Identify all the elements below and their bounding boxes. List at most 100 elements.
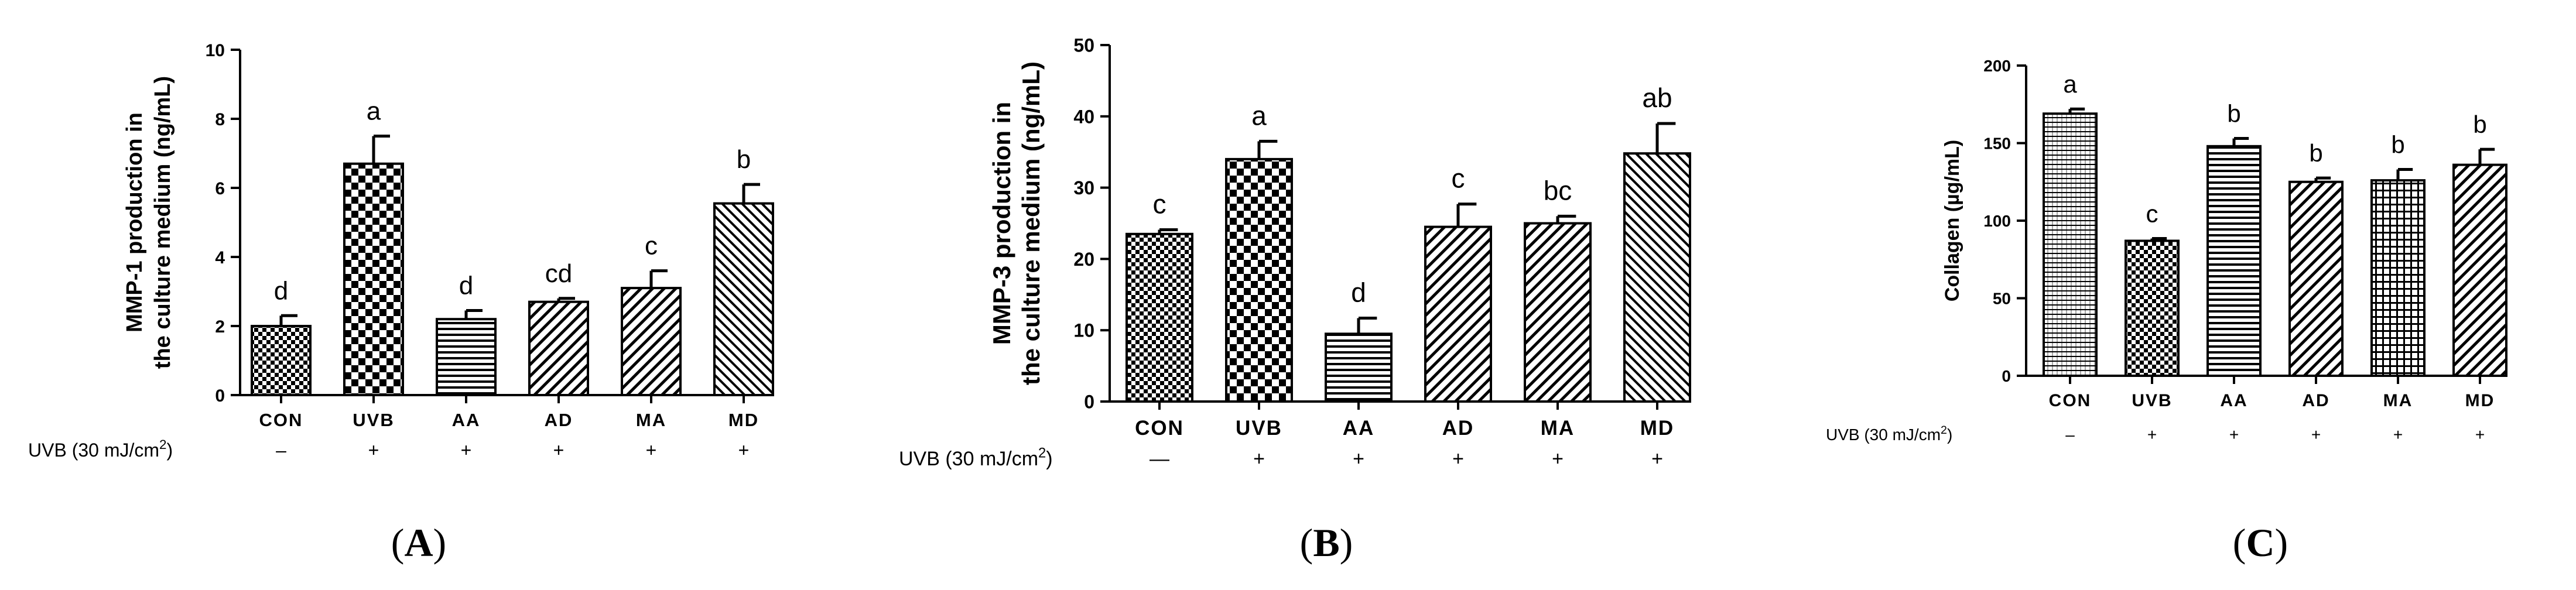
x-tick-label: AD: [2302, 391, 2329, 410]
uvb-sign: —: [1150, 448, 1169, 470]
significance-label: d: [1351, 277, 1366, 307]
x-tick-label: CON: [1135, 417, 1184, 440]
x-tick-label: AD: [545, 410, 573, 430]
significance-label: a: [1251, 100, 1267, 131]
y-tick-label: 10: [1073, 320, 1094, 341]
uvb-sign: +: [2147, 426, 2157, 444]
x-tick-label: MA: [636, 410, 666, 430]
uvb-sign: +: [2475, 426, 2485, 444]
significance-label: b: [2473, 111, 2486, 138]
x-tick-label: MD: [2465, 391, 2495, 410]
bar: [251, 325, 312, 396]
uvb-sign: –: [2065, 426, 2075, 444]
chart-panel-c: a CON – c UVB + b AA + b AD + b MA + b MD +0 50 100 150 200 Co…: [1826, 57, 2507, 565]
y-axis-label-line2: the culture medium (ng/mL): [1017, 61, 1045, 385]
panel-label: (B): [1300, 520, 1353, 565]
y-tick-label: 100: [1983, 212, 2011, 230]
significance-label: a: [2063, 70, 2077, 98]
y-axis-label-line1: MMP-1 production in: [122, 112, 147, 332]
uvb-sign: +: [2393, 426, 2403, 444]
bar: [621, 287, 682, 396]
panel-label: (A): [391, 520, 446, 565]
uvb-sign: +: [1452, 448, 1464, 470]
y-axis-label-line2: the culture medium (ng/mL): [150, 76, 175, 369]
x-tick-label: MD: [728, 410, 759, 430]
significance-label: b: [2391, 131, 2404, 159]
significance-label: c: [2146, 200, 2158, 227]
uvb-sign: +: [2311, 426, 2321, 444]
bar: [2288, 180, 2344, 377]
bar: [1125, 232, 1193, 403]
x-tick-label: CON: [2049, 391, 2092, 410]
bar: [343, 162, 404, 396]
significance-label: d: [459, 271, 473, 300]
y-tick-label: 6: [215, 179, 225, 198]
uvb-sign: +: [738, 440, 750, 461]
panel-label: (C): [2233, 520, 2288, 565]
bar: [2043, 112, 2098, 377]
uvb-sign: +: [461, 440, 472, 461]
x-tick-label: UVB: [2132, 391, 2172, 410]
bar: [2370, 179, 2426, 377]
uvb-condition-label: UVB (30 mJ/cm2): [899, 445, 1053, 470]
y-tick-label: 50: [1073, 35, 1094, 56]
uvb-sign: +: [553, 440, 565, 461]
x-tick-label: AD: [1442, 417, 1475, 440]
significance-label: c: [645, 232, 658, 260]
bar: [1623, 152, 1691, 403]
y-tick-label: 8: [215, 110, 225, 129]
bar: [2125, 239, 2180, 378]
significance-label: c: [1153, 188, 1166, 219]
chart-panel-a: d CON – a UVB + d AA + cd AD + c MA + b MD +0 2 4 6 8 10 MMP-1 …: [28, 41, 774, 565]
bar: [1225, 157, 1293, 403]
uvb-sign: +: [368, 440, 379, 461]
y-tick-label: 0: [2002, 367, 2011, 385]
y-tick-label: 30: [1073, 177, 1094, 198]
bar: [713, 202, 774, 396]
y-tick-label: 10: [206, 41, 225, 60]
y-tick-label: 200: [1983, 57, 2011, 75]
y-tick-label: 50: [1993, 290, 2011, 308]
x-tick-label: AA: [1343, 417, 1375, 440]
y-tick-label: 20: [1073, 249, 1094, 270]
significance-label: a: [367, 97, 381, 126]
x-tick-label: MA: [1541, 417, 1575, 440]
x-tick-label: MA: [2383, 391, 2413, 410]
y-tick-label: 2: [215, 317, 225, 337]
significance-label: b: [737, 145, 751, 174]
y-tick-label: 150: [1983, 135, 2011, 153]
significance-label: d: [274, 276, 288, 305]
uvb-condition-label: UVB (30 mJ/cm2): [28, 437, 173, 461]
x-tick-label: CON: [259, 410, 303, 430]
chart-panel-b: c CON — a UVB + d AA + c AD + bc MA + ab MD +0 10 20 30 40 50 M…: [899, 35, 1691, 565]
bar: [528, 300, 589, 397]
significance-label: cd: [545, 259, 572, 288]
y-tick-label: 0: [215, 386, 225, 406]
uvb-sign: +: [1552, 448, 1564, 470]
x-tick-label: UVB: [353, 410, 394, 430]
x-tick-label: UVB: [1236, 417, 1282, 440]
significance-label: ab: [1642, 83, 1672, 113]
bar: [436, 318, 497, 397]
uvb-sign: +: [1353, 448, 1364, 470]
bar: [2206, 145, 2262, 378]
uvb-condition-label: UVB (30 mJ/cm2): [1826, 424, 1952, 444]
y-tick-label: 40: [1073, 106, 1094, 127]
significance-label: bc: [1544, 175, 1572, 205]
bar: [1325, 332, 1393, 403]
uvb-sign: +: [1651, 448, 1663, 470]
x-tick-label: MD: [1640, 417, 1674, 440]
bar: [2452, 163, 2507, 377]
bar: [1424, 225, 1492, 403]
uvb-sign: –: [276, 440, 286, 461]
uvb-sign: +: [1253, 448, 1265, 470]
uvb-sign: +: [2229, 426, 2239, 444]
significance-label: b: [2309, 139, 2322, 167]
y-axis-label-line1: MMP-3 production in: [988, 102, 1015, 345]
x-tick-label: AA: [2220, 391, 2247, 410]
significance-label: c: [1452, 163, 1465, 194]
x-tick-label: AA: [452, 410, 481, 430]
y-tick-label: 4: [215, 248, 225, 267]
y-axis-label: Collagen (µg/mL): [1941, 140, 1963, 301]
